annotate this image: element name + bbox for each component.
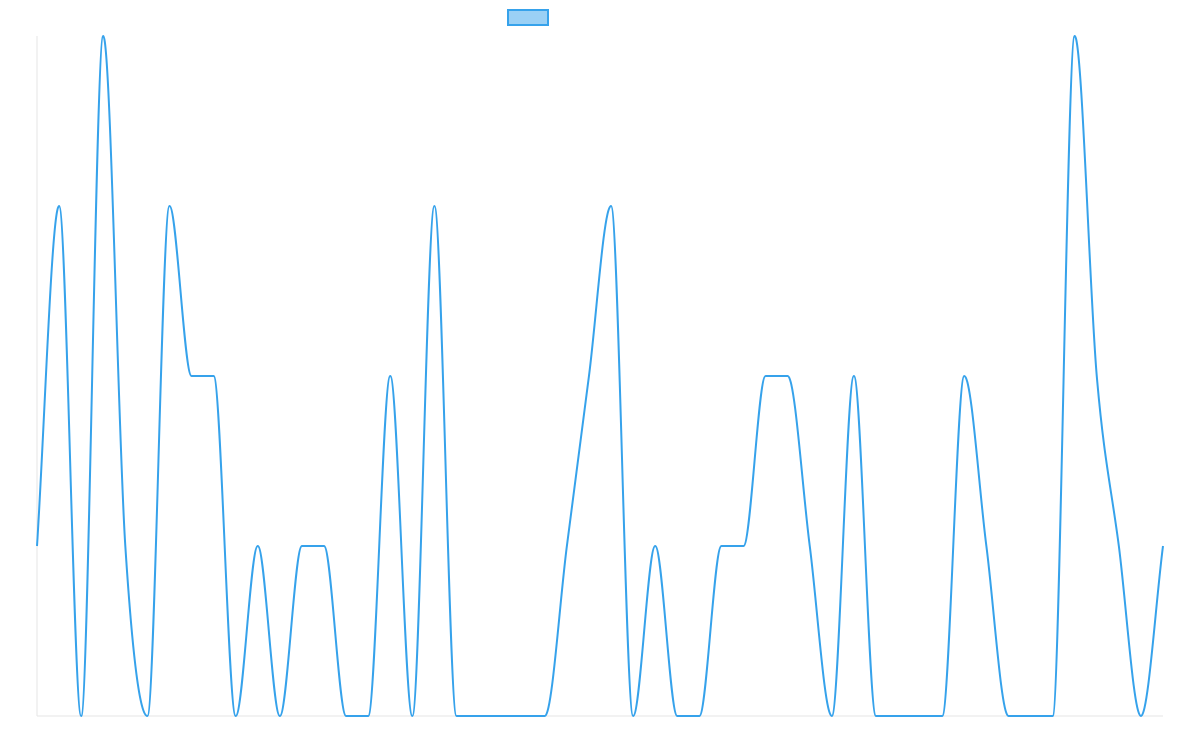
data-point[interactable]	[607, 202, 615, 210]
data-point[interactable]	[872, 712, 880, 720]
data-point[interactable]	[960, 372, 968, 380]
data-point[interactable]	[894, 712, 902, 720]
data-point[interactable]	[364, 712, 372, 720]
data-point[interactable]	[143, 712, 151, 720]
data-point[interactable]	[806, 542, 814, 550]
data-point[interactable]	[695, 712, 703, 720]
data-point[interactable]	[430, 202, 438, 210]
series-line	[36, 35, 1164, 717]
data-point[interactable]	[828, 712, 836, 720]
legend-swatch[interactable]	[507, 9, 549, 26]
data-point[interactable]	[121, 542, 129, 550]
data-point[interactable]	[497, 712, 505, 720]
data-point[interactable]	[850, 372, 858, 380]
data-point[interactable]	[740, 542, 748, 550]
data-point[interactable]	[210, 372, 218, 380]
data-point[interactable]	[651, 542, 659, 550]
data-point[interactable]	[386, 372, 394, 380]
data-point[interactable]	[276, 712, 284, 720]
data-point[interactable]	[982, 542, 990, 550]
data-point[interactable]	[1071, 32, 1079, 40]
data-point[interactable]	[519, 712, 527, 720]
data-point[interactable]	[99, 32, 107, 40]
data-point[interactable]	[629, 712, 637, 720]
data-point[interactable]	[232, 712, 240, 720]
data-point[interactable]	[1115, 542, 1123, 550]
data-point[interactable]	[33, 542, 41, 550]
axes	[36, 36, 1163, 717]
data-point[interactable]	[541, 712, 549, 720]
data-point[interactable]	[762, 372, 770, 380]
data-point[interactable]	[188, 372, 196, 380]
data-point[interactable]	[1004, 712, 1012, 720]
data-point[interactable]	[55, 202, 63, 210]
series-layer	[33, 32, 1167, 720]
data-point[interactable]	[77, 712, 85, 720]
data-point[interactable]	[298, 542, 306, 550]
data-point[interactable]	[563, 542, 571, 550]
data-point[interactable]	[320, 542, 328, 550]
data-point[interactable]	[585, 372, 593, 380]
data-point[interactable]	[916, 712, 924, 720]
data-point[interactable]	[1159, 542, 1167, 550]
data-point[interactable]	[938, 712, 946, 720]
legend[interactable]	[507, 9, 549, 26]
data-point[interactable]	[1137, 712, 1145, 720]
data-point[interactable]	[1027, 712, 1035, 720]
data-point[interactable]	[342, 712, 350, 720]
data-point[interactable]	[784, 372, 792, 380]
data-point[interactable]	[1049, 712, 1057, 720]
data-point[interactable]	[452, 712, 460, 720]
data-point[interactable]	[475, 712, 483, 720]
data-point[interactable]	[717, 542, 725, 550]
data-point[interactable]	[408, 712, 416, 720]
data-point[interactable]	[254, 542, 262, 550]
data-point[interactable]	[673, 712, 681, 720]
data-point[interactable]	[165, 202, 173, 210]
data-point[interactable]	[1093, 372, 1101, 380]
